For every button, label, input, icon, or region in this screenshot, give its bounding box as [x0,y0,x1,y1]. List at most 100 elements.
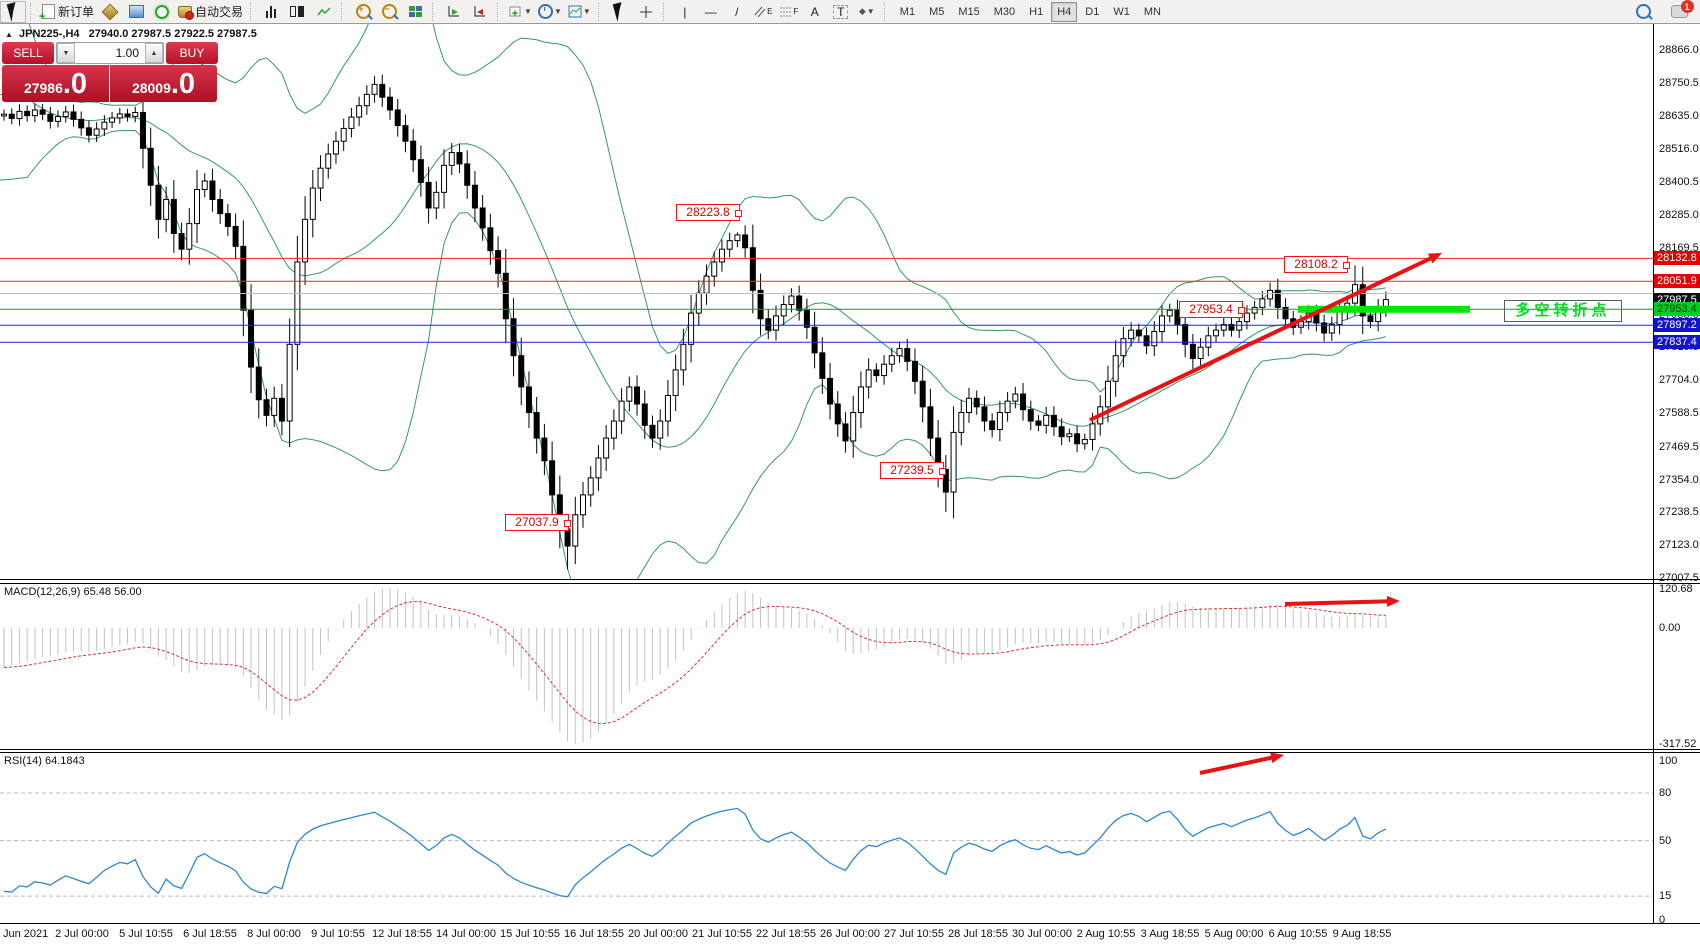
time-label-3-Aug-18-55: 3 Aug 18:55 [1140,928,1200,940]
notifications-button[interactable]: 1 [1666,0,1694,23]
timeframe-m15[interactable]: M15 [958,5,980,18]
rsi-axis-0: 0 [1659,914,1666,926]
periods-icon [537,4,553,19]
timeframe-m30[interactable]: M30 [993,5,1016,18]
price-tick-28169.5: 28169.5 [1659,241,1699,254]
terminal-icon [128,5,144,18]
timeframe-h1[interactable]: H1 [1029,5,1044,18]
terminal-button[interactable] [123,1,149,23]
price-tick-27238.5: 27238.5 [1659,506,1699,519]
pane-separator[interactable] [0,583,1700,584]
text-label-tool[interactable]: T [828,1,854,23]
signals-button[interactable] [149,1,175,23]
pane-separator[interactable] [0,752,1700,753]
sell-button[interactable]: SELL [2,42,54,64]
notification-bubble-icon: 1 [1670,0,1694,18]
price-tick-28750.5: 28750.5 [1659,76,1699,89]
autotrading-button[interactable]: 自动交易 [175,1,246,23]
rsi-axis-50: 50 [1659,834,1672,847]
candlestick-button[interactable] [285,1,311,23]
timeframe-w1[interactable]: W1 [1113,5,1130,18]
auto-scroll-button[interactable] [441,1,467,23]
time-label-30-Jun-2021: 30 Jun 2021 [0,928,49,940]
time-axis[interactable]: 30 Jun 2021 2 Jul 00:00 5 Jul 10:55 6 Jul 1… [0,924,1700,945]
volume-input[interactable]: 1.00 [115,46,139,60]
fibonacci-tool[interactable]: F [776,1,802,23]
rsi-axis-80: 80 [1659,786,1672,799]
chart-shift-button[interactable] [467,1,493,23]
buy-button[interactable]: BUY [166,42,218,64]
main-price-pane[interactable] [0,24,1653,579]
volume-decrease-button[interactable]: ▼ [57,43,75,63]
tile-windows-button[interactable] [402,1,428,23]
arrows-tool[interactable]: ◆ ▼ [858,6,875,17]
timeframe-d1[interactable]: D1 [1085,5,1100,18]
price-tick-27007.5: 27007.5 [1659,572,1699,584]
price-label-27953.4[interactable]: 27953.4 [1179,301,1245,318]
time-label-2-Aug-10-55: 2 Aug 10:55 [1076,928,1136,940]
time-label-6-Aug-10-55: 6 Aug 10:55 [1268,928,1328,940]
svg-text:+: + [512,8,518,18]
zoom-out-button[interactable]: − [376,1,402,23]
new-order-button[interactable]: + 新订单 [39,1,97,23]
timeframe-m5[interactable]: M5 [929,5,945,18]
zoom-in-button[interactable]: + [350,1,376,23]
toolbar-separator [883,2,890,21]
price-tick-27704.0: 27704.0 [1659,374,1699,387]
pane-separator[interactable] [0,579,1700,580]
one-click-trading-panel: SELL ▼ 1.00 ▲ BUY 27986.0 28009.0 [2,42,218,102]
price-label-28108.2[interactable]: 28108.2 [1284,256,1350,273]
search-button[interactable] [1630,1,1656,23]
buy-price-display[interactable]: 28009.0 [110,65,217,102]
templates-button[interactable]: ▼ [565,1,594,23]
vertical-line-tool[interactable]: | [683,4,687,19]
macd-axis--317.52: -317.52 [1659,738,1697,750]
indicators-button[interactable]: + ▼ [506,1,535,23]
macd-axis-0.00: 0.00 [1659,622,1681,634]
time-label-5-Aug-00-00: 5 Aug 00:00 [1204,928,1264,940]
text-tool[interactable]: A [810,4,819,19]
horizontal-line-tool[interactable]: — [704,4,717,19]
bar-chart-button[interactable] [259,1,285,23]
macd-pane[interactable] [0,584,1653,749]
symbol-ohlc-line[interactable]: ▲ JPN225-,H4 27940.0 27987.5 27922.5 279… [5,28,257,40]
cursor-button[interactable] [607,1,633,23]
price-tick-27469.5: 27469.5 [1659,440,1699,453]
price-tick-27588.5: 27588.5 [1659,406,1699,419]
price-label-28223.8[interactable]: 28223.8 [676,204,742,221]
timeframe-h4[interactable]: H4 [1051,1,1078,22]
metaeditor-button[interactable] [97,1,123,23]
bull-bear-turning-point-annotation[interactable]: 多空转折点 [1504,300,1622,322]
price-label-27239.5[interactable]: 27239.5 [880,462,946,479]
timeframe-mn[interactable]: MN [1143,5,1161,18]
channel-tool[interactable]: E [750,1,776,23]
macd-main-value: 65.48 [83,586,112,598]
price-axis-line [1653,24,1654,923]
data-window-toggle-icon[interactable]: ▲ [5,30,13,39]
price-badge-27953.4: 27953.4 [1654,302,1700,317]
price-badge-28051.9: 28051.9 [1654,274,1700,289]
timeframe-m1[interactable]: M1 [899,5,916,18]
trendline-tool[interactable]: / [735,4,739,19]
time-label-12-Jul-18-55: 12 Jul 18:55 [372,928,432,940]
pane-separator[interactable] [0,749,1700,750]
timeframe-buttons: M1 M5 M15 M30 H1 H4 D1 W1 MN [893,1,1168,22]
rsi-pane[interactable] [0,753,1653,923]
price-badge-27837.4: 27837.4 [1654,335,1700,350]
auto-scroll-icon [448,6,460,17]
macd-axis-120.68: 120.68 [1659,583,1693,595]
price-tick-28635.0: 28635.0 [1659,109,1699,122]
macd-signal-value: 56.00 [114,586,142,598]
line-chart-button[interactable] [311,1,337,23]
price-label-27037.9[interactable]: 27037.9 [505,514,571,531]
crosshair-button[interactable] [633,1,659,23]
sell-price-display[interactable]: 27986.0 [2,65,109,102]
toolbar: + 新订单 自动交易 + − + ▼ ▼ ▼ | — / E F A [0,0,1700,24]
toolbar-separator [30,2,36,21]
volume-increase-button[interactable]: ▲ [145,43,163,63]
time-label-5-Jul-10-55: 5 Jul 10:55 [119,928,173,940]
time-label-15-Jul-10-55: 15 Jul 10:55 [500,928,560,940]
periods-button[interactable]: ▼ [535,1,565,23]
pane-separator [0,923,1700,924]
